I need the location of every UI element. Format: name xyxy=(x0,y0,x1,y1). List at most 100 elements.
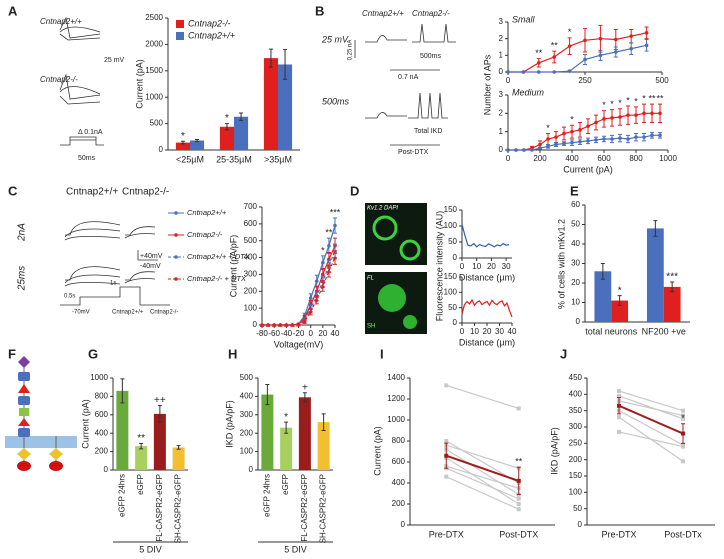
y-tick-label: 700 xyxy=(244,202,258,211)
point xyxy=(634,113,638,117)
significance: ** xyxy=(648,94,656,104)
error-bar xyxy=(157,405,162,423)
bar xyxy=(663,286,681,322)
series-line xyxy=(508,112,660,151)
x-tick-label: Post-DTx xyxy=(664,529,702,539)
point xyxy=(516,406,521,411)
legend-label: Cntnap2+/+ + DTX xyxy=(187,252,251,261)
x-tick-label: FL-CASPR2-eGFP xyxy=(300,474,309,542)
y-axis-label: Number of APs xyxy=(482,54,492,115)
x-tick-label: Pre-DTX xyxy=(601,529,636,539)
x-tick-label: 0 xyxy=(460,262,465,271)
bar xyxy=(116,390,129,470)
point xyxy=(332,255,338,260)
point xyxy=(308,309,313,314)
error-bar xyxy=(180,140,185,145)
significance: ++ xyxy=(154,395,166,406)
series-line xyxy=(618,404,684,435)
y-tick-label: 150 xyxy=(444,272,458,281)
cell xyxy=(399,239,421,261)
point xyxy=(681,444,685,449)
y-axis-label: Current (pA/pF) xyxy=(228,235,238,298)
point xyxy=(444,474,449,479)
x-tick-label: eGFP xyxy=(136,474,145,495)
point xyxy=(583,57,587,62)
x-tick-label: 0 xyxy=(460,327,465,336)
y-tick-label: 600 xyxy=(244,219,258,228)
trace-c2 xyxy=(64,266,156,287)
annotation: Total IKD xyxy=(414,128,442,135)
series-line xyxy=(446,444,519,469)
y-tick-label: 0 xyxy=(253,320,258,329)
significance: * xyxy=(181,131,185,142)
panel-letter: J xyxy=(560,346,567,361)
point xyxy=(516,507,521,512)
x-tick-label: FL-CASPR2-eGFP xyxy=(155,474,164,542)
point xyxy=(610,116,614,120)
y-tick-label: 300 xyxy=(240,410,254,419)
x-axis-label: 5 DIV xyxy=(139,544,162,554)
legend-swatch xyxy=(176,20,184,28)
bar xyxy=(172,447,185,470)
x-tick-label: 1000 xyxy=(659,154,677,163)
domain xyxy=(18,384,30,393)
point xyxy=(321,272,325,277)
trace-b1 xyxy=(365,23,456,43)
x-tick-label: -40 xyxy=(281,329,293,338)
y-tick-label: 1500 xyxy=(145,66,163,75)
significance: + xyxy=(302,382,308,393)
annotation: 0.7 nA xyxy=(398,74,419,81)
significance: ** xyxy=(551,41,559,51)
y-axis-label: IKD (pA/pF) xyxy=(549,427,559,475)
legend-label: Cntnap2+/+ xyxy=(188,30,235,40)
significance: * xyxy=(610,99,614,109)
domain xyxy=(49,461,63,471)
y-axis-label: Fluorescence intensity (AU) xyxy=(434,211,444,322)
x-tick-label: -60 xyxy=(268,329,280,338)
point xyxy=(578,128,582,132)
point xyxy=(598,36,603,41)
significance: *** xyxy=(330,207,341,217)
y-tick-label: 1200 xyxy=(387,394,405,403)
significance: ** xyxy=(325,228,333,238)
x-tick-label: eGFP xyxy=(281,474,290,495)
scalebar-c xyxy=(137,250,158,261)
y-tick-label: 600 xyxy=(95,410,109,419)
y-tick-label: 60 xyxy=(571,200,580,209)
micrographs xyxy=(365,203,427,334)
domain xyxy=(18,418,30,426)
y-tick-label: 0 xyxy=(104,465,109,474)
significance: * xyxy=(642,94,646,104)
bar xyxy=(219,126,234,150)
annotation: 25 mV xyxy=(321,34,349,44)
bar xyxy=(594,271,612,322)
point xyxy=(578,139,582,144)
x-tick-label: SH-CASPR2-eGFP xyxy=(319,474,328,543)
panel-letter: H xyxy=(228,346,237,361)
bar xyxy=(190,140,205,150)
y-tick-label: 100 xyxy=(569,487,583,496)
x-tick-label: 500 xyxy=(655,76,669,85)
x-tick-label: SH-CASPR2-eGFP xyxy=(174,474,183,543)
y-tick-label: 1 xyxy=(499,50,504,59)
point xyxy=(522,148,526,152)
point xyxy=(594,120,598,125)
y-tick-label: 350 xyxy=(569,406,583,415)
y-tick-label: 3 xyxy=(499,90,504,99)
point xyxy=(552,70,556,74)
axes xyxy=(261,207,335,326)
x-tick-label: 40 xyxy=(508,327,517,336)
bar xyxy=(298,397,311,470)
significance: * xyxy=(225,113,229,124)
point xyxy=(610,137,614,141)
annotation: 500ms xyxy=(322,96,350,106)
x-tick-label: 30 xyxy=(495,327,504,336)
point xyxy=(618,136,622,140)
significance: * xyxy=(568,27,572,37)
y-tick-label: 50 xyxy=(573,504,582,513)
y-tick-label: 250 xyxy=(569,438,583,447)
point xyxy=(506,70,510,74)
point xyxy=(444,383,449,388)
point xyxy=(644,31,649,35)
